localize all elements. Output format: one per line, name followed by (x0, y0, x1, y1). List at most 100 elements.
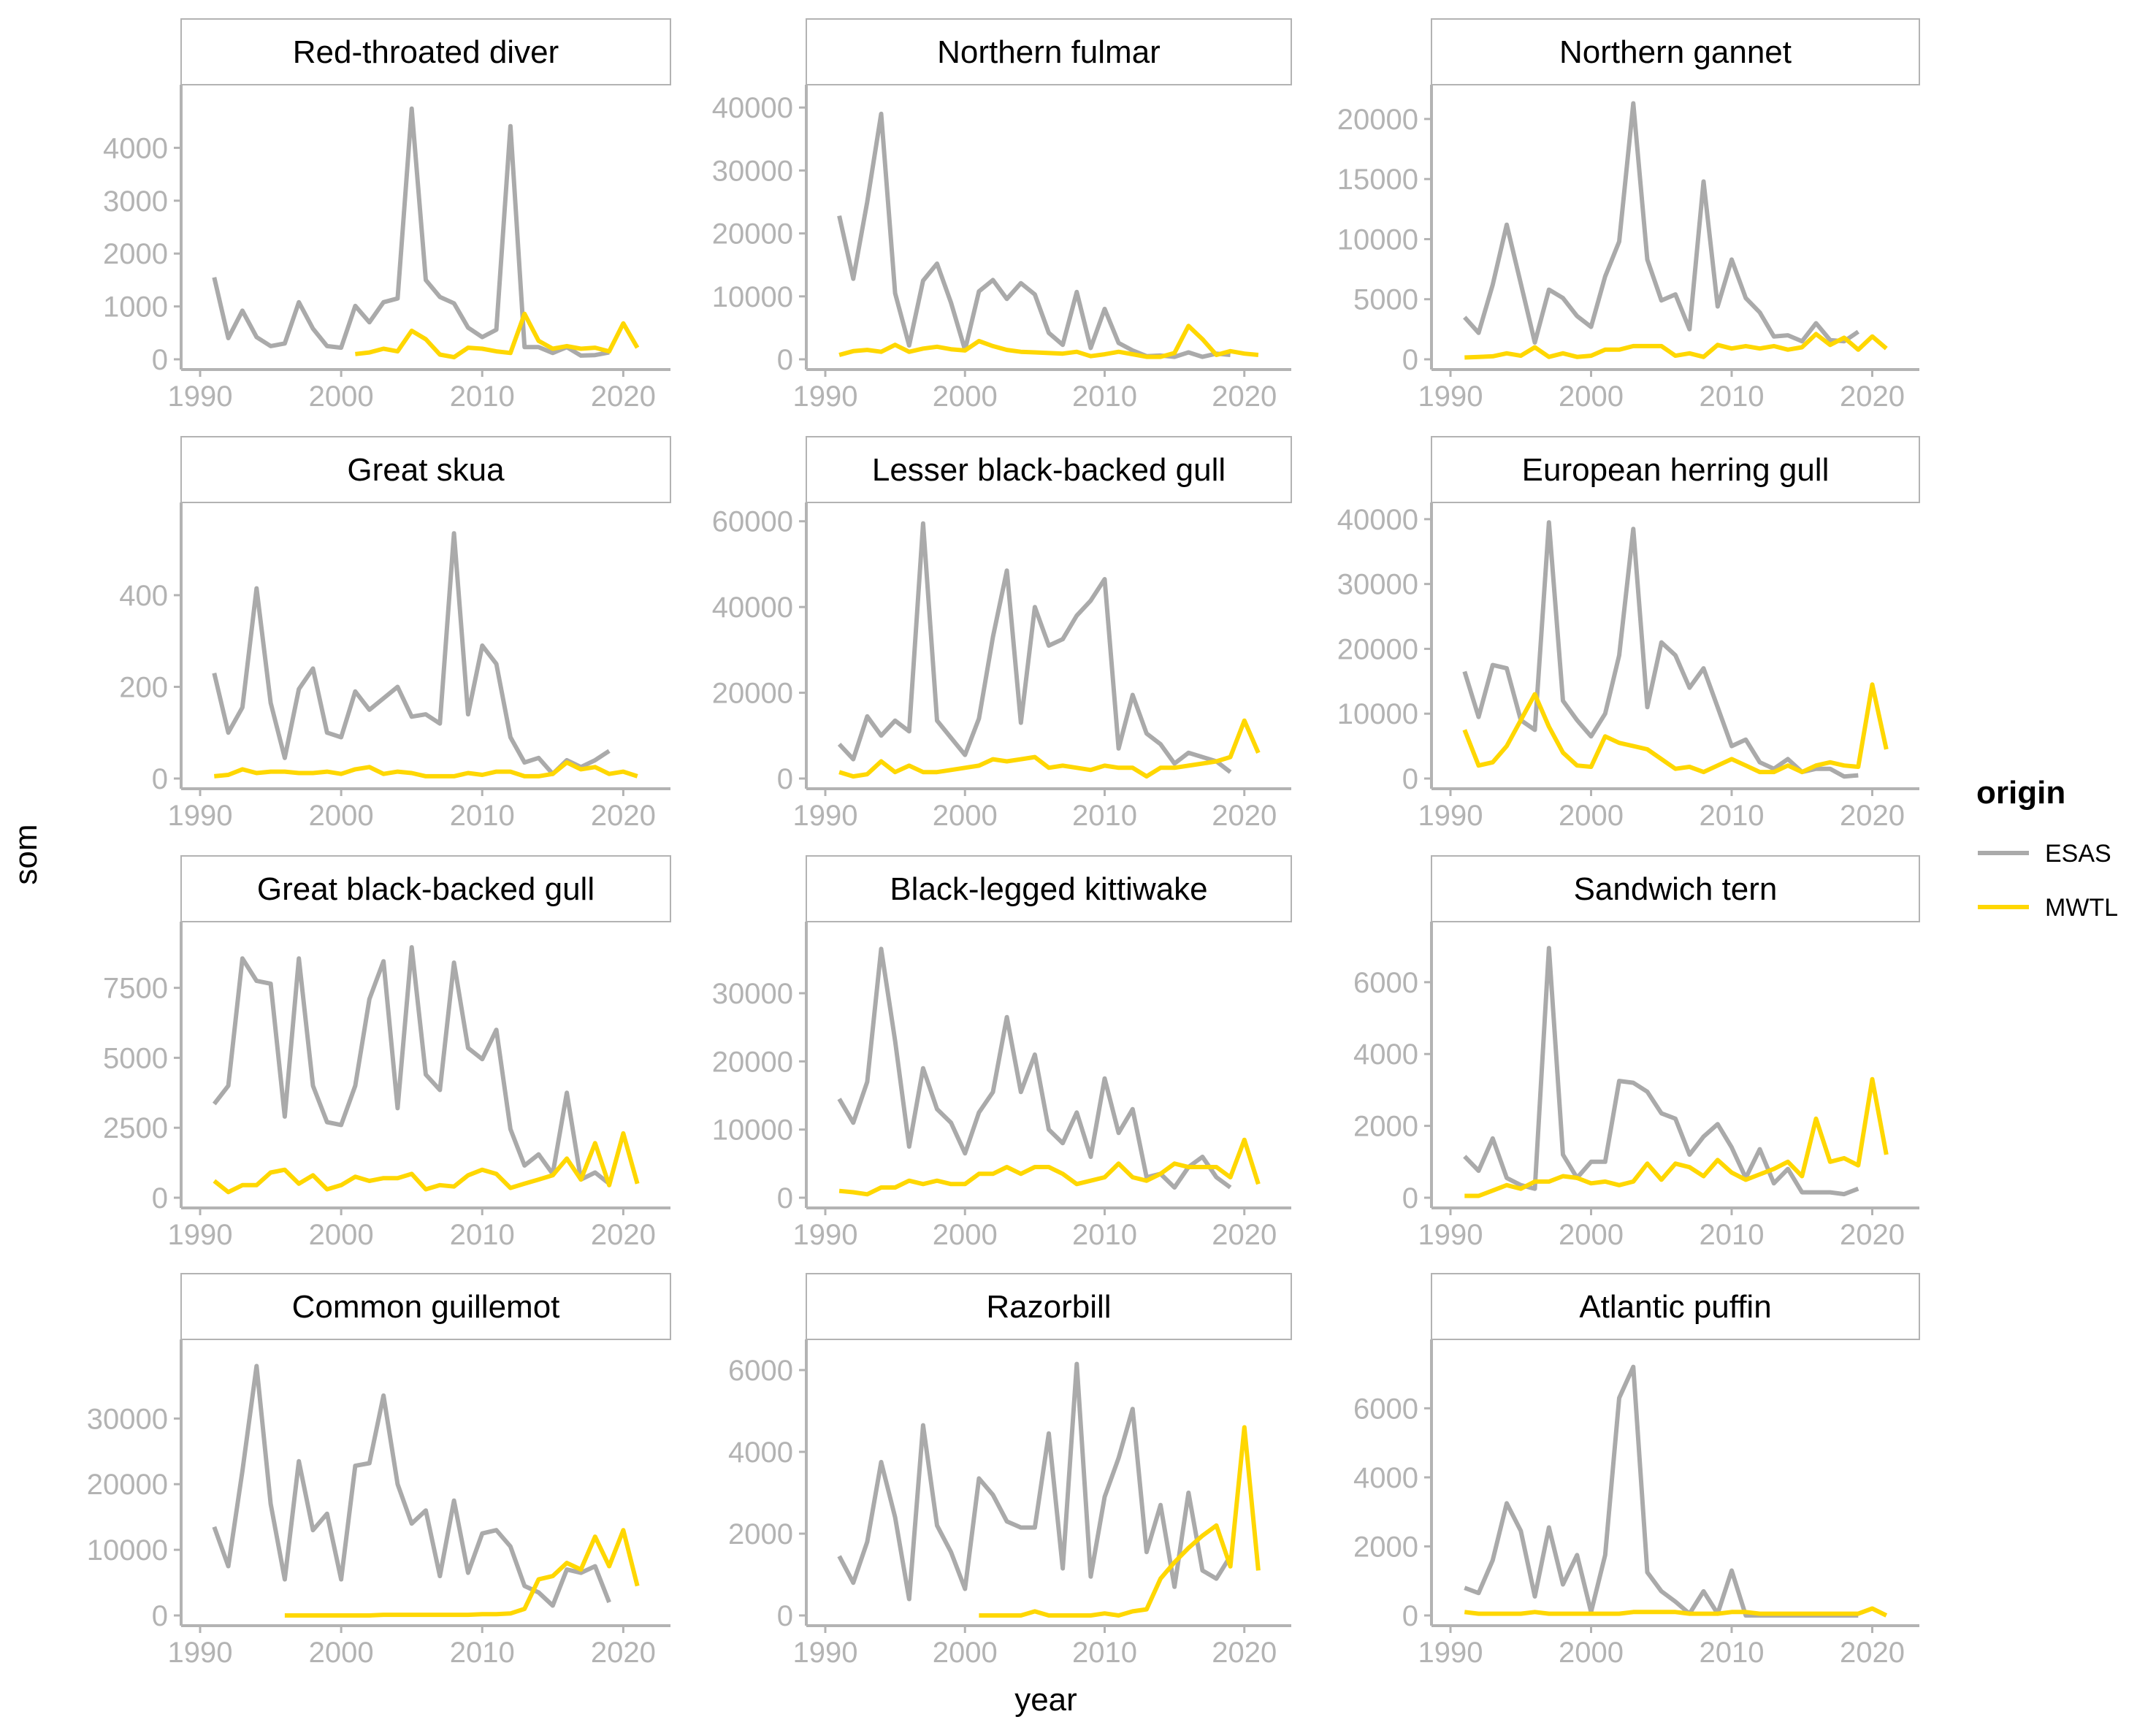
panel-black-legged-kittiwake: Black-legged kittiwake 0 10000 20000 30000 19… (712, 855, 1292, 1251)
y-tick-label: 20000 (1337, 104, 1418, 136)
y-tick-label: 2000 (103, 238, 168, 270)
panel-title: Atlantic puffin (1579, 1289, 1771, 1325)
series-line-esas (1462, 520, 1859, 779)
x-tick-label: 2000 (309, 380, 374, 413)
series-line-mwtl (838, 324, 1259, 359)
panel-strip (1431, 855, 1920, 922)
y-tick-label: 2000 (1353, 1111, 1418, 1143)
x-tick-label: 1990 (168, 380, 233, 413)
panel-atlantic-puffin: Atlantic puffin 0 2000 4000 6000 1990 2000 2010… (1353, 1273, 1920, 1669)
y-tick-label: 6000 (1353, 1393, 1418, 1425)
y-tick-label: 30000 (712, 978, 793, 1010)
panel-strip (1431, 1273, 1920, 1340)
series-line-mwtl (838, 1137, 1261, 1197)
y-tick-label: 10000 (1337, 223, 1418, 256)
series-line-mwtl (1462, 682, 1889, 775)
panel-title: Northern gannet (1559, 34, 1792, 70)
y-tick-label: 4000 (1353, 1039, 1418, 1071)
panel-title: European herring gull (1522, 452, 1830, 488)
y-axis-title: som (8, 824, 44, 884)
panel-northern-gannet: Northern gannet 0 5000 10000 15000 20000 1990 2… (1337, 18, 1920, 413)
x-tick-label: 2020 (1840, 800, 1905, 832)
x-tick-label: 2010 (1072, 1219, 1137, 1251)
y-tick-label: 4000 (728, 1437, 793, 1469)
x-tick-label: 2020 (1212, 800, 1277, 832)
x-tick-label: 2020 (591, 1219, 656, 1251)
series-line-mwtl (214, 760, 638, 779)
panel-strip (180, 436, 671, 503)
x-tick-label: 2010 (450, 380, 515, 413)
x-tick-label: 2020 (1840, 1637, 1905, 1669)
x-tick-label: 2020 (1212, 380, 1277, 413)
x-tick-label: 2000 (933, 1637, 998, 1669)
legend-label-mwtl: MWTL (2045, 894, 2118, 922)
x-tick-label: 1990 (1418, 800, 1483, 832)
y-tick-label: 0 (152, 1600, 168, 1632)
y-tick-label: 30000 (87, 1403, 168, 1435)
series-line-esas (837, 1361, 1233, 1602)
x-tick-label: 2000 (933, 380, 998, 413)
x-tick-label: 2010 (1072, 800, 1137, 832)
panel-strip (806, 855, 1292, 922)
panel-strip (180, 1273, 671, 1340)
y-tick-label: 5000 (1353, 284, 1418, 316)
x-tick-label: 1990 (1418, 1637, 1483, 1669)
legend-title: origin (1976, 775, 2065, 811)
x-axis-title: year (1014, 1682, 1077, 1718)
x-tick-label: 2000 (933, 1219, 998, 1251)
y-tick-label: 20000 (1337, 633, 1418, 665)
x-tick-label: 1990 (793, 380, 858, 413)
series-line-mwtl (1464, 1076, 1889, 1198)
y-tick-label: 200 (119, 671, 168, 703)
x-tick-label: 2010 (450, 1637, 515, 1669)
series-line-esas (1464, 1364, 1859, 1618)
x-tick-label: 2000 (309, 800, 374, 832)
series-line-esas (212, 945, 611, 1186)
x-tick-label: 2000 (309, 1637, 374, 1669)
y-tick-label: 0 (777, 1600, 793, 1632)
y-tick-label: 20000 (712, 678, 793, 710)
panel-lesser-black-backed-gull: Lesser black-backed gull 0 20000 40000 60000… (712, 436, 1292, 832)
y-tick-label: 10000 (1337, 698, 1418, 730)
y-tick-label: 2000 (1353, 1531, 1418, 1563)
x-tick-label: 2020 (1212, 1219, 1277, 1251)
y-tick-label: 10000 (712, 1114, 793, 1147)
x-tick-label: 2010 (1072, 380, 1137, 413)
x-tick-label: 1990 (168, 1219, 233, 1251)
y-tick-label: 0 (777, 763, 793, 795)
y-tick-label: 2500 (103, 1112, 168, 1144)
series-line-mwtl (355, 311, 640, 360)
panel-title: Lesser black-backed gull (872, 452, 1226, 488)
y-tick-label: 5000 (103, 1042, 168, 1074)
y-tick-label: 3000 (103, 185, 168, 218)
x-tick-label: 1990 (1418, 1219, 1483, 1251)
y-tick-label: 0 (152, 344, 168, 376)
series-line-mwtl (979, 1425, 1261, 1618)
x-tick-label: 2000 (1559, 1219, 1624, 1251)
x-tick-label: 1990 (793, 800, 858, 832)
y-tick-label: 4000 (103, 132, 168, 164)
y-tick-label: 40000 (712, 592, 793, 624)
y-tick-label: 0 (152, 1182, 168, 1215)
series-line-mwtl (1464, 1606, 1888, 1618)
x-tick-label: 1990 (793, 1219, 858, 1251)
x-tick-label: 2010 (450, 1219, 515, 1251)
y-tick-label: 0 (777, 344, 793, 376)
legend-label-esas: ESAS (2045, 840, 2111, 868)
panel-northern-fulmar: Northern fulmar 0 10000 20000 30000 40000 1990… (712, 18, 1292, 413)
x-tick-label: 2000 (309, 1219, 374, 1251)
x-tick-label: 2020 (1840, 380, 1905, 413)
y-tick-label: 2000 (728, 1518, 793, 1550)
series-line-mwtl (284, 1528, 640, 1618)
series-line-esas (212, 1363, 611, 1608)
x-tick-label: 2000 (1559, 380, 1624, 413)
y-tick-label: 0 (1402, 763, 1418, 795)
panel-title: Common guillemot (292, 1289, 560, 1325)
x-tick-label: 2000 (1559, 1637, 1624, 1669)
y-tick-label: 10000 (87, 1534, 168, 1567)
series-line-esas (837, 111, 1231, 359)
panel-great-skua: Great skua 0 200 400 1990 2000 2010 2020 (119, 436, 671, 832)
x-tick-label: 2000 (1559, 800, 1624, 832)
